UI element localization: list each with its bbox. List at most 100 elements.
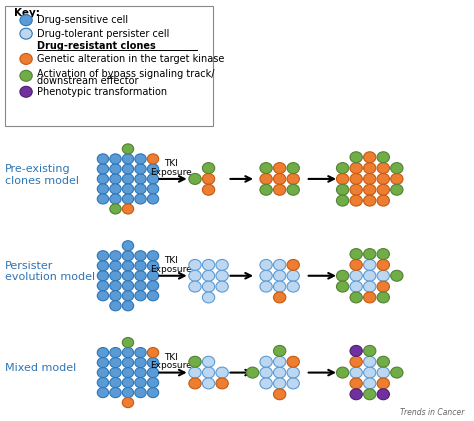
Circle shape (377, 281, 390, 292)
Circle shape (364, 346, 376, 357)
Text: Pre-existing
clones model: Pre-existing clones model (5, 164, 79, 186)
Circle shape (364, 184, 376, 195)
Circle shape (364, 378, 376, 389)
Circle shape (110, 261, 121, 271)
Circle shape (337, 281, 349, 292)
Circle shape (135, 194, 146, 204)
Circle shape (202, 281, 215, 292)
Circle shape (391, 367, 403, 378)
Circle shape (260, 184, 272, 195)
Circle shape (287, 356, 300, 367)
Text: Key:: Key: (14, 8, 40, 18)
Circle shape (287, 378, 300, 389)
Circle shape (337, 184, 349, 195)
Circle shape (287, 281, 300, 292)
Circle shape (122, 388, 134, 398)
Circle shape (364, 389, 376, 400)
Circle shape (391, 184, 403, 195)
Circle shape (337, 173, 349, 184)
Circle shape (377, 163, 390, 173)
Circle shape (273, 163, 286, 173)
Circle shape (350, 270, 362, 281)
Circle shape (135, 368, 146, 378)
Circle shape (110, 388, 121, 398)
Circle shape (350, 378, 362, 389)
Circle shape (135, 281, 146, 291)
Circle shape (97, 164, 109, 174)
Circle shape (110, 281, 121, 291)
Circle shape (122, 378, 134, 388)
Circle shape (337, 367, 349, 378)
Circle shape (350, 389, 362, 400)
Circle shape (377, 195, 390, 206)
Circle shape (147, 154, 159, 164)
Circle shape (216, 367, 228, 378)
Circle shape (273, 270, 286, 281)
Circle shape (110, 378, 121, 388)
Circle shape (189, 270, 201, 281)
Circle shape (350, 259, 362, 270)
Circle shape (377, 184, 390, 195)
Circle shape (391, 270, 403, 281)
Text: Activation of bypass signaling track/: Activation of bypass signaling track/ (37, 69, 214, 79)
Circle shape (110, 301, 121, 311)
Circle shape (364, 152, 376, 163)
Circle shape (364, 163, 376, 173)
Circle shape (260, 270, 272, 281)
Circle shape (97, 250, 109, 261)
Circle shape (20, 53, 32, 64)
Text: Exposure: Exposure (150, 362, 191, 370)
Circle shape (135, 261, 146, 271)
Circle shape (350, 367, 362, 378)
Circle shape (202, 163, 215, 173)
Circle shape (147, 164, 159, 174)
Circle shape (350, 163, 362, 173)
Text: Persister
evolution model: Persister evolution model (5, 261, 95, 282)
Circle shape (377, 173, 390, 184)
Circle shape (202, 378, 215, 389)
Circle shape (147, 174, 159, 184)
Text: downstream effector: downstream effector (37, 76, 138, 86)
Circle shape (110, 174, 121, 184)
Circle shape (20, 15, 32, 26)
Circle shape (97, 388, 109, 398)
Circle shape (337, 270, 349, 281)
Circle shape (377, 378, 390, 389)
Circle shape (246, 367, 259, 378)
Circle shape (364, 195, 376, 206)
Circle shape (350, 195, 362, 206)
Circle shape (273, 292, 286, 303)
Circle shape (122, 281, 134, 291)
Circle shape (135, 291, 146, 301)
Circle shape (189, 367, 201, 378)
Circle shape (216, 270, 228, 281)
Circle shape (377, 356, 390, 367)
Circle shape (135, 388, 146, 398)
Circle shape (135, 154, 146, 164)
Circle shape (122, 241, 134, 251)
Circle shape (350, 356, 362, 367)
Circle shape (189, 378, 201, 389)
Circle shape (287, 270, 300, 281)
Circle shape (273, 281, 286, 292)
Circle shape (273, 184, 286, 195)
Text: TKI: TKI (164, 353, 178, 362)
Circle shape (216, 281, 228, 292)
Circle shape (122, 174, 134, 184)
Circle shape (287, 259, 300, 270)
Circle shape (189, 173, 201, 184)
Circle shape (147, 388, 159, 398)
Text: Drug-sensitive cell: Drug-sensitive cell (37, 15, 128, 25)
Circle shape (110, 154, 121, 164)
Circle shape (110, 357, 121, 368)
Circle shape (135, 184, 146, 194)
Circle shape (135, 271, 146, 281)
Circle shape (110, 291, 121, 301)
Circle shape (364, 173, 376, 184)
Circle shape (147, 250, 159, 261)
Text: Phenotypic transformation: Phenotypic transformation (37, 87, 167, 97)
Circle shape (147, 194, 159, 204)
Circle shape (287, 163, 300, 173)
Circle shape (110, 347, 121, 357)
Text: Trends in Cancer: Trends in Cancer (400, 408, 465, 417)
